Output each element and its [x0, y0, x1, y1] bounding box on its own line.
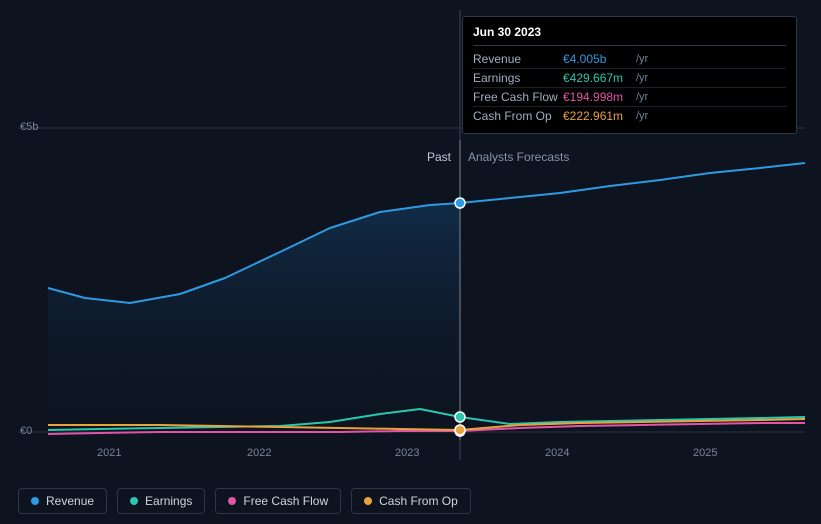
x-tick: 2024 [545, 447, 569, 459]
tooltip-row-unit: /yr [636, 72, 648, 84]
tooltip-row-label: Cash From Op [473, 109, 563, 123]
marker-cfo [455, 425, 465, 435]
tooltip-row-value: €429.667m [563, 71, 633, 85]
x-tick: 2023 [395, 447, 419, 459]
legend-item-cfo[interactable]: Cash From Op [351, 488, 471, 514]
tooltip-row-unit: /yr [636, 91, 648, 103]
legend-item-label: Free Cash Flow [243, 494, 328, 508]
tooltip-row: Revenue€4.005b/yr [473, 50, 786, 69]
tooltip-row: Earnings€429.667m/yr [473, 69, 786, 88]
region-label-past: Past [427, 150, 451, 164]
legend-dot-icon [228, 497, 236, 505]
x-tick: 2021 [97, 447, 121, 459]
tooltip-row-label: Free Cash Flow [473, 90, 563, 104]
tooltip-row: Cash From Op€222.961m/yr [473, 107, 786, 125]
financials-chart: €0 €5b 2021 2022 2023 2024 2025 Past Analysts… [0, 0, 821, 524]
region-label-forecast: Analysts Forecasts [468, 150, 569, 164]
chart-tooltip: Jun 30 2023 Revenue€4.005b/yrEarnings€42… [462, 16, 797, 134]
tooltip-date: Jun 30 2023 [473, 25, 786, 46]
legend-item-revenue[interactable]: Revenue [18, 488, 107, 514]
legend-item-label: Earnings [145, 494, 192, 508]
legend-dot-icon [31, 497, 39, 505]
tooltip-row-value: €222.961m [563, 109, 633, 123]
y-tick: €5b [20, 121, 38, 133]
tooltip-row-label: Revenue [473, 52, 563, 66]
marker-revenue [455, 198, 465, 208]
tooltip-row-label: Earnings [473, 71, 563, 85]
tooltip-row-unit: /yr [636, 53, 648, 65]
tooltip-row-value: €194.998m [563, 90, 633, 104]
legend-item-label: Cash From Op [379, 494, 458, 508]
marker-earnings [455, 412, 465, 422]
tooltip-row-unit: /yr [636, 110, 648, 122]
x-tick: 2022 [247, 447, 271, 459]
legend-item-label: Revenue [46, 494, 94, 508]
tooltip-row-value: €4.005b [563, 52, 633, 66]
legend-dot-icon [130, 497, 138, 505]
legend-dot-icon [364, 497, 372, 505]
tooltip-row: Free Cash Flow€194.998m/yr [473, 88, 786, 107]
chart-legend: Revenue Earnings Free Cash Flow Cash From O… [18, 488, 471, 514]
x-tick: 2025 [693, 447, 717, 459]
legend-item-earnings[interactable]: Earnings [117, 488, 205, 514]
y-tick: €0 [20, 425, 32, 437]
legend-item-fcf[interactable]: Free Cash Flow [215, 488, 341, 514]
